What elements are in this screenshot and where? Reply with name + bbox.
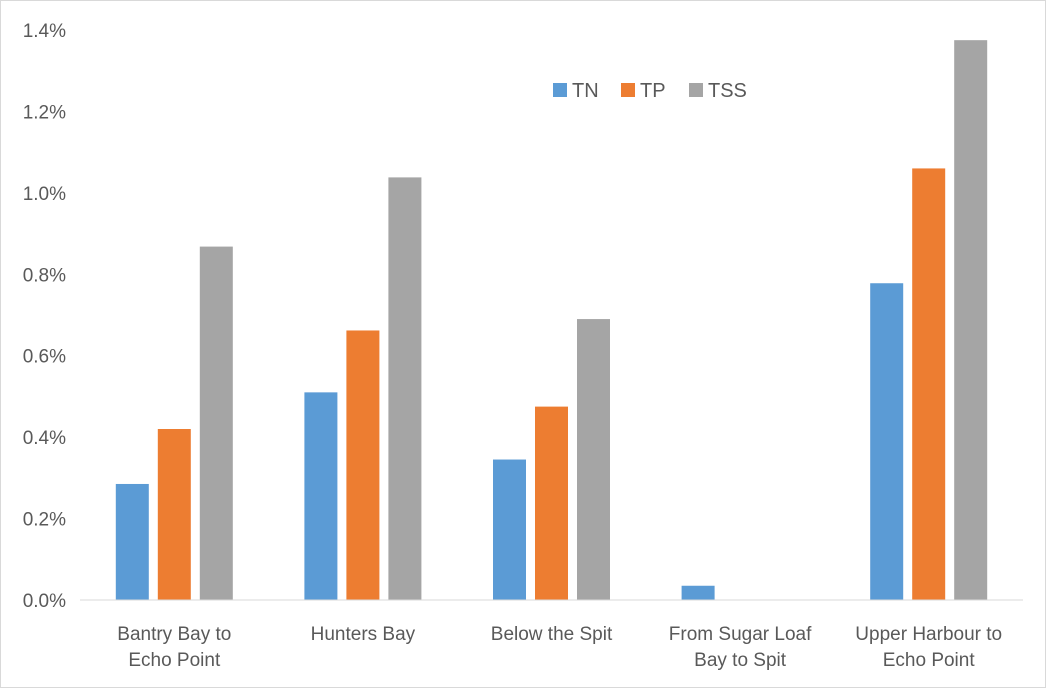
legend-swatch-tp xyxy=(621,83,635,97)
legend-label-tp: TP xyxy=(640,80,666,102)
legend-label-tn: TN xyxy=(572,80,599,102)
bar-tp-4 xyxy=(912,168,946,600)
legend-swatch-tss xyxy=(689,83,703,97)
bar-tss-1 xyxy=(388,177,422,600)
y-tick-label: 0.0% xyxy=(23,591,66,612)
x-category-label: Echo Point xyxy=(883,650,976,671)
x-category-label: Bay to Spit xyxy=(694,650,787,671)
bar-tp-0 xyxy=(157,429,191,600)
y-tick-label: 1.4% xyxy=(23,21,66,42)
bar-tp-1 xyxy=(346,330,380,600)
bar-tn-1 xyxy=(304,392,338,600)
bar-tn-0 xyxy=(115,483,149,600)
y-tick-label: 0.4% xyxy=(23,428,66,449)
bars xyxy=(115,40,988,600)
y-tick-label: 0.8% xyxy=(23,265,66,286)
x-axis: Bantry Bay to Echo Point Hunters Bay Below … xyxy=(117,624,1002,671)
bar-tn-3 xyxy=(681,585,715,600)
x-category-label: Upper Harbour to xyxy=(855,624,1002,645)
bar-tn-4 xyxy=(870,283,904,600)
bar-tn-2 xyxy=(493,459,526,600)
bar-tss-4 xyxy=(954,40,988,600)
y-tick-label: 1.0% xyxy=(23,184,66,205)
x-category-label: From Sugar Loaf xyxy=(669,624,812,645)
legend-swatch-tn xyxy=(553,83,567,97)
x-category-label: Echo Point xyxy=(128,650,221,671)
y-tick-label: 0.2% xyxy=(23,510,66,531)
x-category-label: Bantry Bay to xyxy=(117,624,231,645)
legend: TN TP TSS xyxy=(553,80,747,102)
y-tick-label: 1.2% xyxy=(23,102,66,123)
x-category-label: Hunters Bay xyxy=(311,624,416,645)
x-category-label: Below the Spit xyxy=(491,624,613,645)
y-axis: 0.0% 0.2% 0.4% 0.6% 0.8% 1.0% 1.2% 1.4% xyxy=(23,21,66,612)
y-tick-label: 0.6% xyxy=(23,347,66,368)
bar-tss-2 xyxy=(577,319,610,600)
bar-tp-2 xyxy=(535,406,568,600)
bar-tss-0 xyxy=(199,246,233,600)
legend-label-tss: TSS xyxy=(708,80,747,102)
